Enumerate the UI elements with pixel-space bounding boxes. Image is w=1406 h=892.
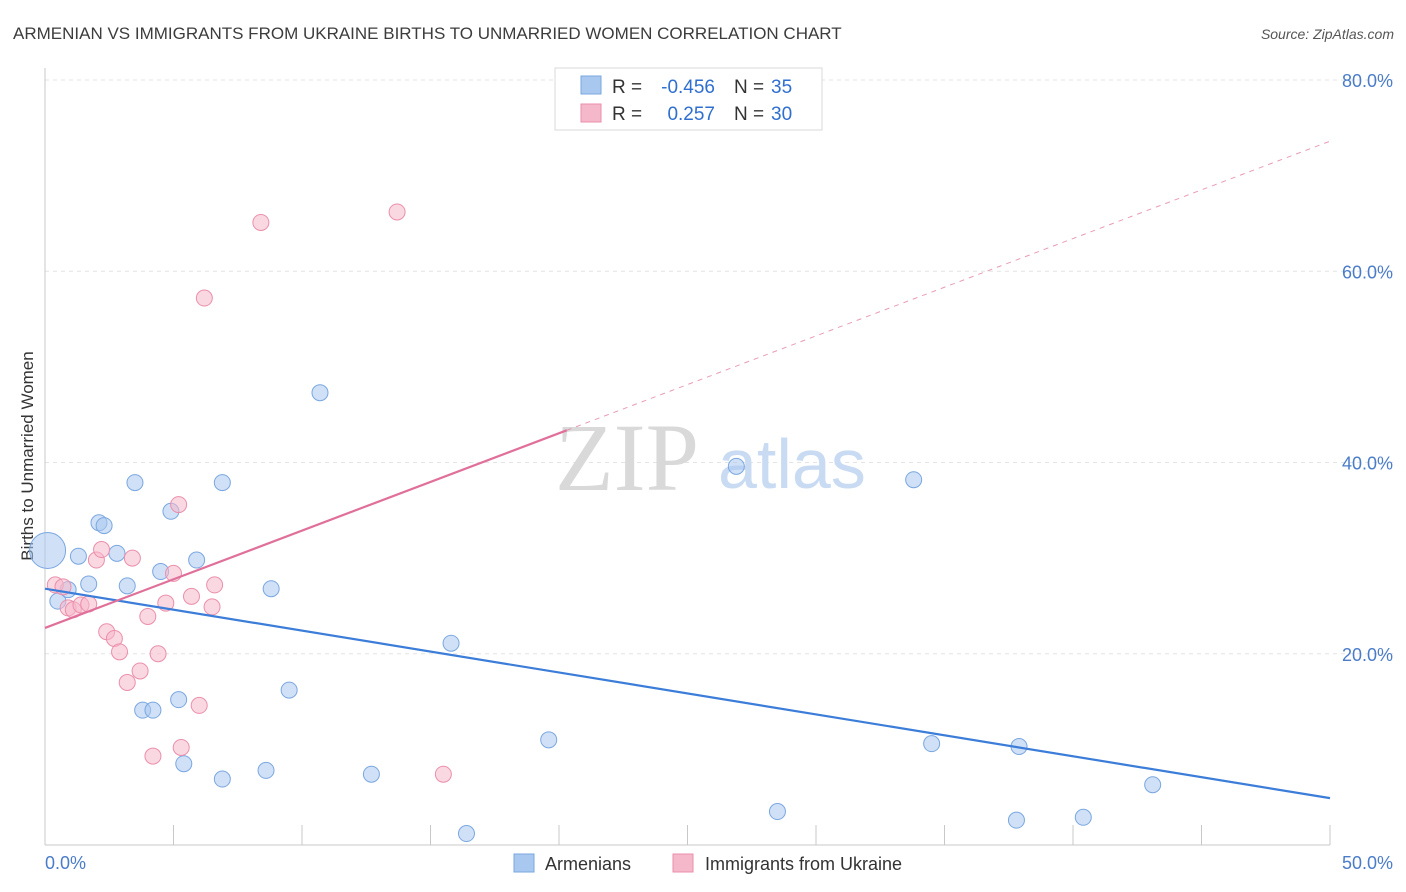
point-armenians: [923, 735, 941, 753]
stats-n-label-armenians: N =: [734, 77, 764, 98]
legend-swatch-armenians: [513, 853, 535, 873]
y-tick-label: 60.0%: [1342, 262, 1393, 282]
stats-n-value-armenians: 35: [771, 77, 792, 98]
point-armenians: [175, 755, 193, 773]
point-armenians: [126, 474, 144, 492]
point-armenians: [768, 803, 786, 821]
point-armenians: [80, 575, 98, 593]
point-armenians: [95, 517, 113, 535]
point-armenians: [188, 551, 206, 569]
source-label: Source: ZipAtlas.com: [1261, 26, 1394, 42]
point-armenians: [170, 691, 188, 709]
point-ukraine: [149, 645, 167, 663]
trend-lines: [44, 140, 1331, 800]
point-ukraine: [203, 598, 221, 616]
point-ukraine: [434, 765, 452, 783]
point-ukraine: [93, 541, 111, 559]
point-ukraine: [118, 673, 136, 691]
legend-swatch-ukraine: [672, 853, 694, 873]
stats-r-label-ukraine: R =: [612, 104, 642, 125]
y-axis-label: Births to Unmarried Women: [18, 351, 37, 560]
point-armenians: [311, 384, 329, 402]
point-armenians: [280, 681, 298, 699]
point-armenians: [213, 474, 231, 492]
point-ukraine: [388, 203, 406, 221]
x-axis-ticks: [44, 825, 1331, 845]
point-ukraine: [111, 643, 129, 661]
stats-swatch-ukraine: [580, 103, 602, 123]
point-armenians: [1007, 811, 1025, 829]
legend-label-ukraine: Immigrants from Ukraine: [705, 854, 902, 874]
point-armenians: [118, 577, 136, 595]
point-armenians: [262, 580, 280, 598]
point-ukraine: [144, 747, 162, 765]
legend: Armenians Immigrants from Ukraine: [513, 853, 902, 874]
point-ukraine: [139, 607, 157, 625]
point-ukraine: [172, 738, 190, 756]
point-armenians: [213, 770, 231, 788]
gridlines: [45, 79, 1393, 655]
x-tick-label-max: 50.0%: [1342, 853, 1393, 873]
watermark: ZIP atlas: [555, 404, 866, 511]
point-armenians: [727, 457, 745, 475]
stats-r-label-armenians: R =: [612, 77, 642, 98]
point-ukraine: [206, 576, 224, 594]
legend-label-armenians: Armenians: [545, 854, 631, 874]
stats-r-value-armenians: -0.456: [661, 77, 715, 98]
watermark-zip: ZIP: [555, 404, 699, 511]
point-ukraine: [131, 662, 149, 680]
stats-n-value-ukraine: 30: [771, 104, 792, 125]
y-tick-labels: 20.0% 40.0% 60.0% 80.0%: [1342, 71, 1393, 665]
trendline-ukraine: [44, 429, 568, 629]
y-tick-label: 40.0%: [1342, 454, 1393, 474]
y-tick-label: 20.0%: [1342, 645, 1393, 665]
point-armenians: [442, 634, 460, 652]
point-armenians: [108, 544, 126, 562]
x-tick-label-min: 0.0%: [45, 853, 86, 873]
chart-title: ARMENIAN VS IMMIGRANTS FROM UKRAINE BIRT…: [13, 24, 842, 43]
y-tick-label: 80.0%: [1342, 71, 1393, 91]
point-armenians: [362, 765, 380, 783]
point-armenians: [540, 731, 558, 749]
point-armenians: [1144, 776, 1162, 794]
point-ukraine: [170, 496, 188, 514]
scatter-points: [29, 203, 1162, 843]
point-ukraine: [252, 213, 270, 231]
point-ukraine: [182, 587, 200, 605]
point-armenians: [29, 531, 67, 569]
point-ukraine: [190, 696, 208, 714]
point-armenians: [1074, 808, 1092, 826]
trendline-ukraine-extension: [566, 140, 1331, 431]
point-armenians: [905, 471, 923, 489]
point-armenians: [257, 761, 275, 779]
stats-n-label-ukraine: N =: [734, 104, 764, 125]
stats-swatch-armenians: [580, 75, 602, 95]
point-armenians: [144, 701, 162, 719]
stats-box: R = -0.456 N = 35 R = 0.257 N = 30: [554, 67, 823, 131]
point-armenians: [69, 547, 87, 565]
trendline-armenians: [44, 587, 1331, 800]
point-ukraine: [195, 289, 213, 307]
point-ukraine: [123, 549, 141, 567]
stats-r-value-ukraine: 0.257: [667, 104, 715, 125]
point-armenians: [457, 825, 475, 843]
